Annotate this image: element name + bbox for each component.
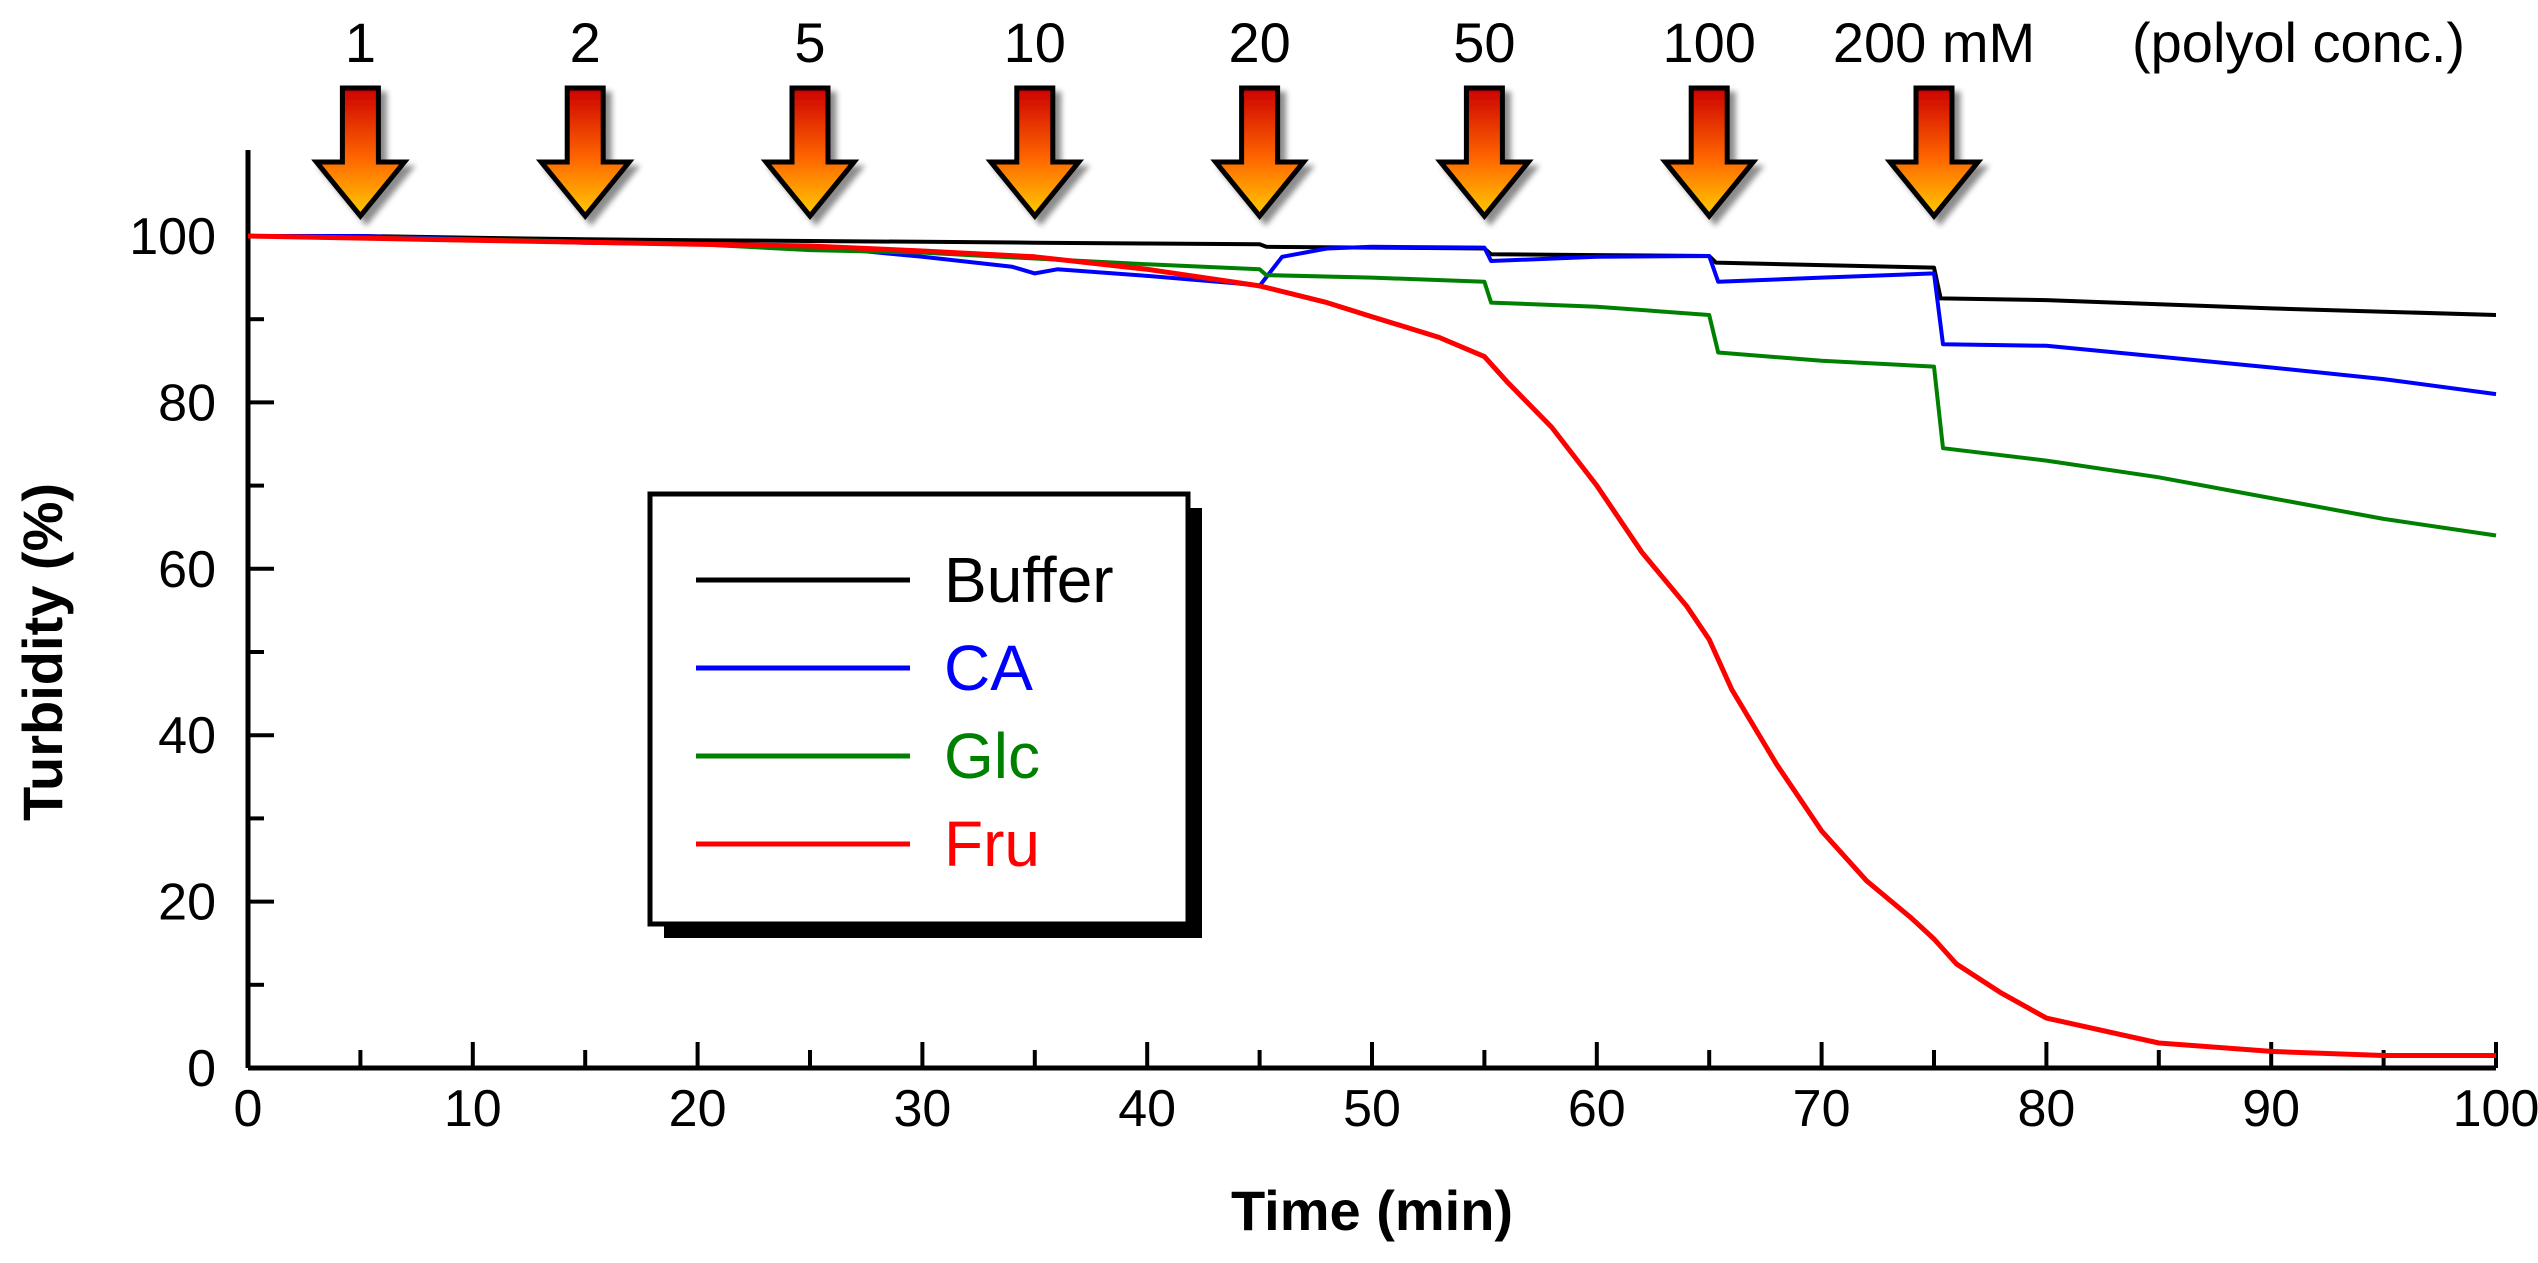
x-tick-label: 50 <box>1343 1080 1401 1138</box>
addition-arrow <box>535 85 635 220</box>
polyol-conc-note: (polyol conc.) <box>2132 11 2465 74</box>
x-tick-label: 20 <box>669 1080 727 1138</box>
x-tick-label: 90 <box>2242 1080 2300 1138</box>
down-arrow-icon <box>1435 85 1534 220</box>
addition-label: 50 <box>1453 11 1515 74</box>
x-tick-label: 80 <box>2017 1080 2075 1138</box>
addition-label: 10 <box>1004 11 1066 74</box>
y-tick-label: 100 <box>129 208 216 266</box>
y-tick-label: 80 <box>158 374 216 432</box>
addition-arrow <box>1659 85 1759 220</box>
legend-label-fru: Fru <box>944 808 1040 880</box>
series-line-fru <box>247 233 2496 1058</box>
x-tick-label: 100 <box>2453 1080 2538 1138</box>
y-tick-label: 0 <box>187 1040 216 1098</box>
legend: Buffer CA Glc Fru <box>647 491 1202 938</box>
addition-arrow <box>1884 85 1984 220</box>
addition-arrow <box>760 85 860 220</box>
addition-arrow <box>1210 85 1309 220</box>
x-tick-label: 10 <box>444 1080 502 1138</box>
addition-label: 2 <box>570 11 601 74</box>
addition-arrow <box>985 85 1085 220</box>
legend-label-ca: CA <box>944 632 1033 704</box>
y-tick-label: 40 <box>158 707 216 765</box>
data-series <box>247 233 2497 1058</box>
addition-arrow <box>1435 85 1534 220</box>
down-arrow-icon <box>1659 85 1759 220</box>
addition-label: 5 <box>794 11 825 74</box>
addition-label: 20 <box>1228 11 1290 74</box>
y-tick-label: 20 <box>158 874 216 932</box>
x-tick-label: 0 <box>234 1080 263 1138</box>
legend-box <box>647 491 1191 927</box>
addition-label: 100 <box>1662 11 1755 74</box>
axes: 0 10 20 30 40 50 60 70 80 90 100 0 20 40 60 80 100 <box>129 150 2538 1138</box>
down-arrow-icon <box>985 85 1085 220</box>
y-tick-label: 60 <box>158 541 216 599</box>
y-axis-title: Turbidity (%) <box>11 483 74 821</box>
down-arrow-icon <box>1210 85 1309 220</box>
series-line-glc <box>247 234 2497 538</box>
down-arrow-icon <box>760 85 860 220</box>
down-arrow-icon <box>535 85 635 220</box>
x-axis-ticks: 0 10 20 30 40 50 60 70 80 90 100 <box>234 1042 2538 1138</box>
down-arrow-icon <box>1884 85 1984 220</box>
x-tick-label: 30 <box>893 1080 951 1138</box>
legend-label-glc: Glc <box>944 720 1040 792</box>
y-axis-ticks: 0 20 40 60 80 100 <box>129 208 274 1098</box>
x-tick-label: 40 <box>1118 1080 1176 1138</box>
addition-label: 1 <box>345 11 376 74</box>
down-arrow-icon <box>311 85 410 220</box>
addition-arrow <box>311 85 410 220</box>
legend-label-buffer: Buffer <box>944 544 1114 616</box>
addition-label: 200 mM <box>1833 11 2035 74</box>
x-tick-label: 70 <box>1793 1080 1851 1138</box>
x-axis-title: Time (min) <box>1231 1179 1513 1242</box>
x-tick-label: 60 <box>1568 1080 1626 1138</box>
addition-arrows: 1 2 5 10 20 50 100 200 mM <box>311 11 2035 220</box>
